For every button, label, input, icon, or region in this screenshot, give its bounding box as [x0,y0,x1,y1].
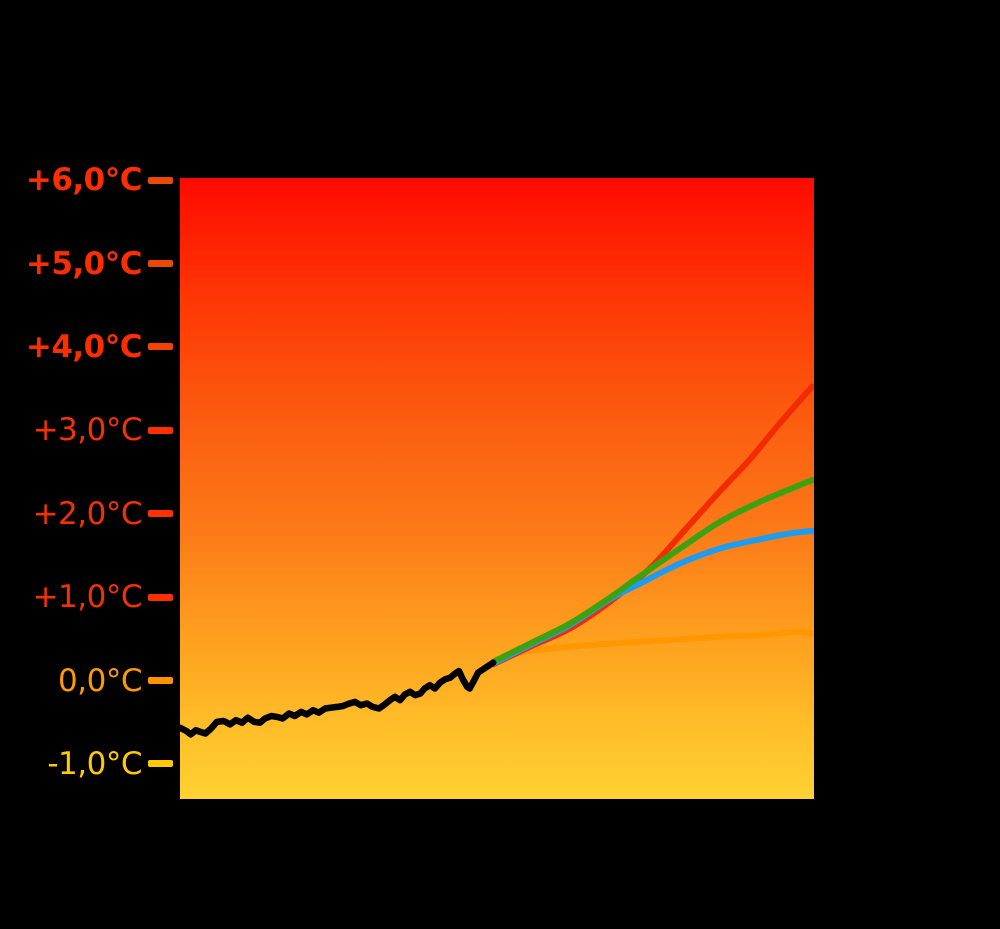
y-axis-label-6: +6,0°C [25,162,143,199]
plot-area [180,178,814,799]
y-axis-label-1: +1,0°C [32,579,143,616]
y-axis-tick-1 [148,593,173,601]
y-axis-tick-2 [148,510,173,518]
y-axis-label-0: 0,0°C [58,662,142,699]
y-axis-label-5: +5,0°C [25,245,143,282]
y-axis-tick-0 [148,677,173,684]
y-axis-tick--1 [148,760,173,768]
y-axis-label-2: +2,0°C [32,495,143,532]
y-axis-tick-4 [148,343,173,351]
y-axis-label-4: +4,0°C [25,328,143,365]
y-axis-tick-3 [148,426,173,434]
y-axis-label-3: +3,0°C [32,412,143,449]
y-axis-tick-5 [148,260,173,267]
y-axis-label--1: -1,0°C [47,745,142,782]
y-axis-tick-6 [148,176,173,184]
